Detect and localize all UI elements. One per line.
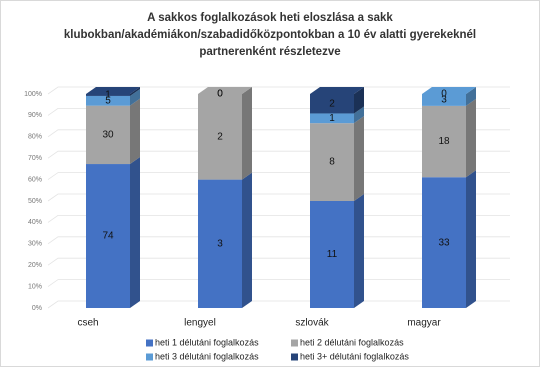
x-tick-label: lengyel [184, 318, 216, 329]
value-label: 3 [441, 95, 447, 106]
value-label: 5 [105, 95, 111, 106]
chart-title: A sakkos foglalkozások heti eloszlása a … [147, 12, 393, 24]
bar-front [86, 105, 130, 165]
bar-side [354, 87, 364, 114]
bar-top [422, 87, 476, 94]
bar-front [422, 105, 466, 178]
value-label: 0 [441, 89, 447, 100]
bar-side [242, 172, 252, 308]
value-label: 33 [438, 237, 450, 248]
legend-label: heti 2 délutáni foglalkozás [300, 337, 404, 347]
bar-side [466, 170, 476, 308]
bar-segment [422, 170, 476, 308]
legend-swatch [291, 353, 298, 361]
value-label: 1 [329, 113, 335, 124]
legend-label: heti 3+ délutáni foglalkozás [300, 351, 409, 361]
legend-swatch [146, 339, 153, 347]
legend-swatch [291, 339, 298, 347]
bar-front [310, 94, 354, 114]
value-label: 0 [217, 89, 223, 100]
bar-front [198, 179, 242, 308]
bar-front [198, 94, 242, 180]
y-tick-label: 70% [28, 155, 42, 162]
bar-front [422, 94, 466, 106]
bar-side [354, 194, 364, 308]
bar-segment [310, 116, 364, 201]
legend-label: heti 1 délutáni foglalkozás [155, 337, 259, 347]
bar-segment [310, 87, 364, 114]
legend-swatch [146, 353, 153, 361]
value-label: 30 [102, 129, 114, 140]
legend-label: heti 3 délutáni foglalkozás [155, 351, 259, 361]
y-tick-label: 90% [28, 112, 42, 119]
bar-side [130, 98, 140, 165]
y-tick-label: 20% [28, 262, 42, 269]
bar-segment [310, 194, 364, 308]
bar-top [198, 87, 252, 94]
bar-segment [198, 87, 252, 180]
bar-front [86, 95, 130, 106]
bar-segment [198, 172, 252, 308]
bar-front [422, 177, 466, 308]
bar-side [130, 88, 140, 106]
value-label: 0 [217, 89, 223, 100]
y-tick-label: 50% [28, 198, 42, 205]
y-tick-label: 100% [24, 91, 42, 98]
y-tick-label: 0% [32, 305, 42, 312]
x-tick-label: magyar [407, 318, 441, 329]
bar-front [310, 123, 354, 201]
bar-side [466, 98, 476, 178]
bar-side [354, 106, 364, 124]
bar-front [310, 201, 354, 308]
value-label: 2 [329, 98, 335, 109]
bar-segment [422, 98, 476, 178]
bar-segment [86, 88, 140, 106]
bar-top [86, 87, 140, 94]
value-label: 2 [217, 131, 223, 142]
bar-front [86, 94, 130, 96]
value-label: 11 [327, 249, 338, 260]
bar-segment [86, 98, 140, 165]
y-tick-label: 80% [28, 134, 42, 141]
y-tick-label: 30% [28, 241, 42, 248]
bar-side [130, 157, 140, 308]
y-tick-label: 10% [28, 283, 42, 290]
bar-side [130, 87, 140, 96]
y-tick-label: 60% [28, 176, 42, 183]
bar-front [86, 164, 130, 308]
value-label: 8 [329, 157, 335, 168]
bar-side [466, 87, 476, 106]
bar-segment [422, 87, 476, 106]
bar-segment [86, 157, 140, 308]
bar-side [242, 87, 252, 180]
bar-side [354, 116, 364, 201]
chart-title: partnerenként részletezve [199, 46, 340, 58]
value-label: 18 [438, 136, 450, 147]
x-tick-label: szlovák [295, 318, 329, 329]
y-tick-label: 40% [28, 219, 42, 226]
x-tick-label: cseh [77, 318, 98, 329]
value-label: 1 [105, 90, 111, 101]
chart-title: klubokban/akadémiákon/szabadidőközpontok… [64, 29, 476, 41]
bar-top [310, 87, 364, 94]
value-label: 74 [102, 231, 114, 242]
bar-segment [310, 106, 364, 124]
bar-front [310, 113, 354, 124]
value-label: 3 [217, 238, 223, 249]
bar-segment [86, 87, 140, 96]
